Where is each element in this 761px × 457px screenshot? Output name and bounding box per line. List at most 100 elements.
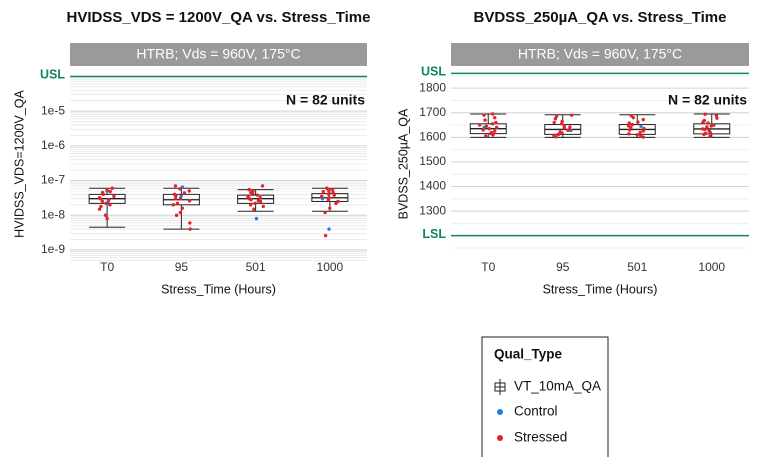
point bbox=[704, 131, 708, 136]
y-tick-label: 1600 bbox=[419, 129, 446, 143]
point bbox=[247, 187, 251, 192]
x-axis-label: Stress_Time (Hours) bbox=[543, 282, 658, 296]
point bbox=[627, 121, 631, 125]
point bbox=[493, 129, 497, 133]
y-tick-label: 1e-5 bbox=[41, 103, 65, 117]
strip-background bbox=[451, 43, 749, 66]
point bbox=[494, 120, 498, 125]
y-tick-label: 1400 bbox=[419, 179, 446, 193]
point bbox=[180, 185, 185, 189]
y-tick-label: 1e-9 bbox=[41, 242, 65, 256]
point bbox=[249, 190, 253, 195]
point bbox=[334, 201, 338, 206]
limit-label: USL bbox=[421, 65, 446, 79]
point bbox=[560, 131, 564, 135]
strip-label: HTRB; Vds = 960V, 175°C bbox=[518, 46, 682, 62]
point bbox=[260, 184, 265, 188]
point bbox=[188, 221, 192, 225]
point bbox=[108, 203, 112, 207]
point bbox=[178, 210, 183, 215]
point bbox=[708, 130, 712, 135]
point bbox=[629, 125, 633, 130]
point bbox=[330, 187, 335, 192]
point bbox=[635, 133, 639, 137]
x-tick-label: 501 bbox=[627, 260, 647, 274]
strip-label: HTRB; Vds = 960V, 175°C bbox=[136, 46, 300, 62]
point bbox=[178, 187, 182, 191]
point bbox=[712, 123, 716, 127]
point bbox=[187, 189, 191, 193]
point bbox=[705, 125, 709, 129]
point bbox=[638, 130, 642, 135]
point bbox=[569, 113, 574, 117]
point bbox=[627, 132, 631, 136]
point bbox=[487, 127, 491, 131]
point bbox=[554, 114, 559, 119]
point bbox=[105, 187, 109, 192]
point bbox=[103, 213, 108, 217]
point bbox=[321, 189, 325, 194]
point bbox=[714, 113, 719, 118]
point bbox=[180, 206, 184, 210]
point bbox=[325, 186, 329, 190]
point bbox=[107, 198, 111, 202]
point bbox=[101, 192, 105, 197]
x-tick-label: 95 bbox=[175, 260, 189, 274]
point bbox=[631, 115, 635, 120]
annotation: N = 82 units bbox=[286, 92, 365, 108]
chart-title: HVIDSS_VDS = 1200V_QA vs. Stress_Time bbox=[67, 9, 371, 26]
x-tick-label: 1000 bbox=[698, 260, 725, 274]
point bbox=[100, 199, 105, 204]
point bbox=[568, 125, 572, 129]
legend-box-icon bbox=[494, 379, 506, 395]
limit-label: LSL bbox=[422, 227, 446, 241]
point bbox=[483, 134, 488, 138]
point bbox=[332, 193, 336, 197]
point bbox=[703, 112, 707, 116]
point bbox=[178, 197, 183, 201]
x-tick-label: 1000 bbox=[317, 260, 344, 274]
point bbox=[494, 125, 499, 130]
point bbox=[254, 216, 259, 221]
point bbox=[639, 124, 643, 128]
y-tick-label: 1300 bbox=[419, 203, 446, 217]
point bbox=[173, 197, 178, 201]
panel bbox=[451, 66, 749, 262]
point bbox=[97, 207, 102, 211]
point bbox=[482, 113, 486, 117]
point bbox=[701, 120, 705, 124]
point bbox=[493, 115, 497, 120]
point bbox=[484, 124, 489, 128]
point bbox=[110, 186, 114, 190]
point bbox=[483, 118, 487, 122]
point bbox=[708, 134, 712, 139]
point bbox=[253, 201, 257, 206]
y-tick-label: 1800 bbox=[419, 80, 446, 94]
point bbox=[490, 122, 495, 126]
x-tick-label: T0 bbox=[100, 260, 114, 274]
x-tick-label: 95 bbox=[556, 260, 570, 274]
point bbox=[261, 204, 265, 209]
point bbox=[641, 117, 645, 122]
point bbox=[331, 190, 335, 195]
point bbox=[188, 227, 192, 231]
point bbox=[641, 135, 645, 139]
point bbox=[174, 213, 179, 217]
y-tick-label: 1e-8 bbox=[41, 207, 65, 221]
point bbox=[560, 119, 564, 124]
point bbox=[703, 127, 707, 132]
y-tick-label: 1700 bbox=[419, 105, 446, 119]
point bbox=[323, 233, 328, 238]
y-tick-label: 1e-6 bbox=[41, 138, 65, 152]
point bbox=[99, 204, 103, 209]
x-tick-label: T0 bbox=[481, 260, 495, 274]
point bbox=[105, 216, 109, 221]
point bbox=[552, 120, 556, 125]
point bbox=[709, 124, 714, 128]
point bbox=[182, 191, 187, 195]
point bbox=[174, 194, 178, 198]
y-axis-label: HVIDSS_VDS=1200V_QA bbox=[12, 90, 26, 238]
point bbox=[491, 112, 495, 116]
point bbox=[108, 189, 112, 194]
